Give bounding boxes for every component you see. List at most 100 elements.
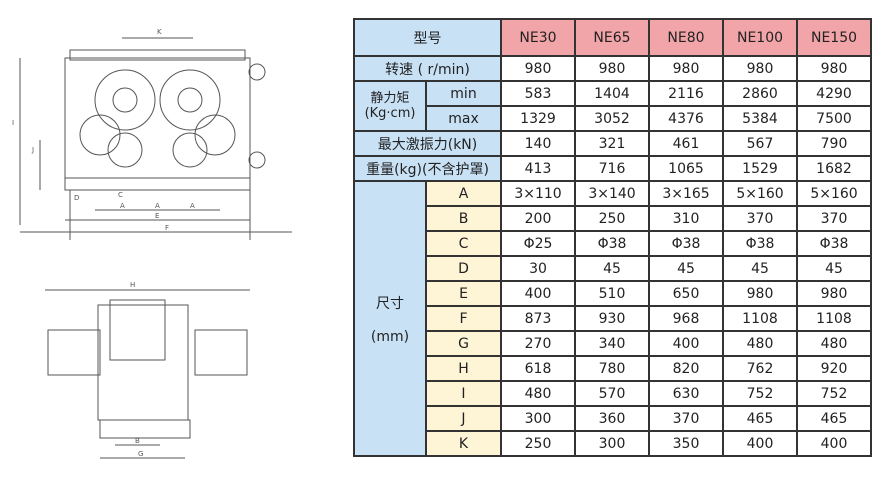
moment-min-label: min [425,80,502,107]
moment-label: 静力矩 (Kg·cm) [353,80,427,132]
dim-value: 762 [722,355,798,382]
dim-value: 968 [648,305,724,332]
dim-value: 465 [722,405,798,432]
dim-key: G [425,330,502,357]
dim-row: E 400 510 650 980 980 [354,280,872,307]
dim-value: 980 [722,280,798,307]
model-ne80: NE80 [648,18,724,57]
dim-value: 45 [722,255,798,282]
cell-moment-min: 2116 [648,80,724,107]
technical-drawing: K I J D C A A A E F H B G [12,28,292,459]
dim-value: Φ38 [796,230,872,257]
dim-row: D 30 45 45 45 45 [354,255,872,282]
moment-title: 静力矩 [370,91,410,106]
label-E: E [155,212,159,220]
dim-value: 752 [796,380,872,407]
dim-value: 370 [722,205,798,232]
cell-moment-min: 583 [500,80,576,107]
front-view-drawing [19,37,292,240]
dim-row: K 250 300 350 400 400 [354,430,872,457]
dim-value: 370 [796,205,872,232]
cell-force: 461 [648,130,724,157]
dim-value: 400 [648,330,724,357]
dim-value: 45 [796,255,872,282]
dim-value: 400 [722,430,798,457]
side-view-drawing [45,289,250,459]
cell-speed: 980 [722,55,798,82]
dim-value: 480 [722,330,798,357]
dim-value: 400 [796,430,872,457]
dim-key: F [425,305,502,332]
dims-title: 尺寸 [376,295,404,312]
cell-weight: 716 [574,155,650,182]
dim-value: 930 [574,305,650,332]
dim-row: I 480 570 630 752 752 [354,380,872,407]
dim-value: 340 [574,330,650,357]
dim-value: 250 [574,205,650,232]
dim-value: 570 [574,380,650,407]
dim-value: 45 [574,255,650,282]
dim-row: C Φ25 Φ38 Φ38 Φ38 Φ38 [354,230,872,257]
dim-row: 尺寸 (mm) A 3×110 3×140 3×165 5×160 5×160 [353,180,872,457]
dim-value: 350 [648,430,724,457]
dim-value: 300 [574,430,650,457]
cell-force: 790 [796,130,872,157]
dim-row: J 300 360 370 465 465 [354,405,872,432]
dim-value: 780 [574,355,650,382]
dim-key: E [425,280,502,307]
dim-value: 650 [648,280,724,307]
dim-key: I [425,380,502,407]
label-A1: A [120,202,125,210]
dim-value: 360 [574,405,650,432]
cell-moment-max: 1329 [500,105,576,132]
dim-value: 3×140 [574,180,650,207]
label-K: K [157,28,162,36]
dim-value: 510 [574,280,650,307]
dim-value: 920 [796,355,872,382]
label-I: I [12,119,14,127]
cell-speed: 980 [574,55,650,82]
spec-table: 型号 NE30 NE65 NE80 NE100 NE150 转速 ( r/min) 980… [353,18,872,457]
dim-value: 270 [500,330,576,357]
dim-value: 45 [648,255,724,282]
label-F: F [165,224,169,232]
label-A2: A [155,202,160,210]
cell-moment-min: 1404 [574,80,650,107]
force-label: 最大激振力(kN) [353,130,502,157]
dim-value: 370 [648,405,724,432]
dim-key: B [425,205,502,232]
dim-key: K [425,430,502,457]
dim-value: 300 [500,405,576,432]
dim-key: J [425,405,502,432]
cell-weight: 1529 [722,155,798,182]
label-D: D [74,194,79,202]
dim-key: A [425,180,502,207]
moment-unit: (Kg·cm) [364,106,416,121]
dim-value: 1108 [796,305,872,332]
cell-moment-max: 3052 [574,105,650,132]
dim-value: Φ38 [574,230,650,257]
dim-value: 250 [500,430,576,457]
model-ne150: NE150 [796,18,872,57]
label-A3: A [190,202,195,210]
dim-value: 820 [648,355,724,382]
cell-weight: 1682 [796,155,872,182]
cell-weight: 413 [500,155,576,182]
dim-value: 480 [796,330,872,357]
dim-value: 3×110 [500,180,576,207]
cell-speed: 980 [796,55,872,82]
cell-force: 567 [722,130,798,157]
dim-value: 465 [796,405,872,432]
label-H: H [130,281,135,289]
cell-weight: 1065 [648,155,724,182]
dim-value: 752 [722,380,798,407]
cell-moment-min: 2860 [722,80,798,107]
model-ne30: NE30 [500,18,576,57]
dim-key: D [425,255,502,282]
label-G: G [138,450,143,458]
weight-label: 重量(kg)(不含护罩) [353,155,502,182]
dim-value: Φ38 [722,230,798,257]
dim-value: 618 [500,355,576,382]
dim-key: H [425,355,502,382]
dim-value: 980 [796,280,872,307]
